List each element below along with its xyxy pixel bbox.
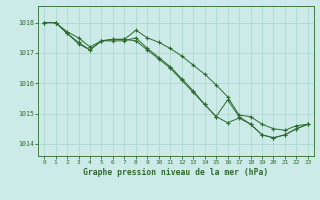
X-axis label: Graphe pression niveau de la mer (hPa): Graphe pression niveau de la mer (hPa) <box>84 168 268 177</box>
